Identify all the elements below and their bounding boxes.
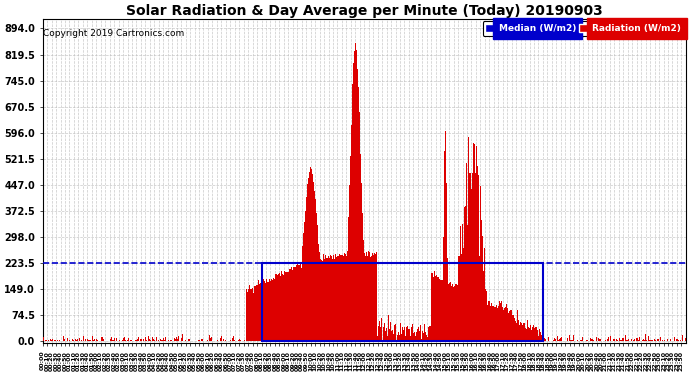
Title: Solar Radiation & Day Average per Minute (Today) 20190903: Solar Radiation & Day Average per Minute… (126, 4, 602, 18)
Legend: Median (W/m2), Radiation (W/m2): Median (W/m2), Radiation (W/m2) (482, 21, 684, 36)
Bar (262, 263, 543, 342)
Text: Copyright 2019 Cartronics.com: Copyright 2019 Cartronics.com (43, 29, 184, 38)
